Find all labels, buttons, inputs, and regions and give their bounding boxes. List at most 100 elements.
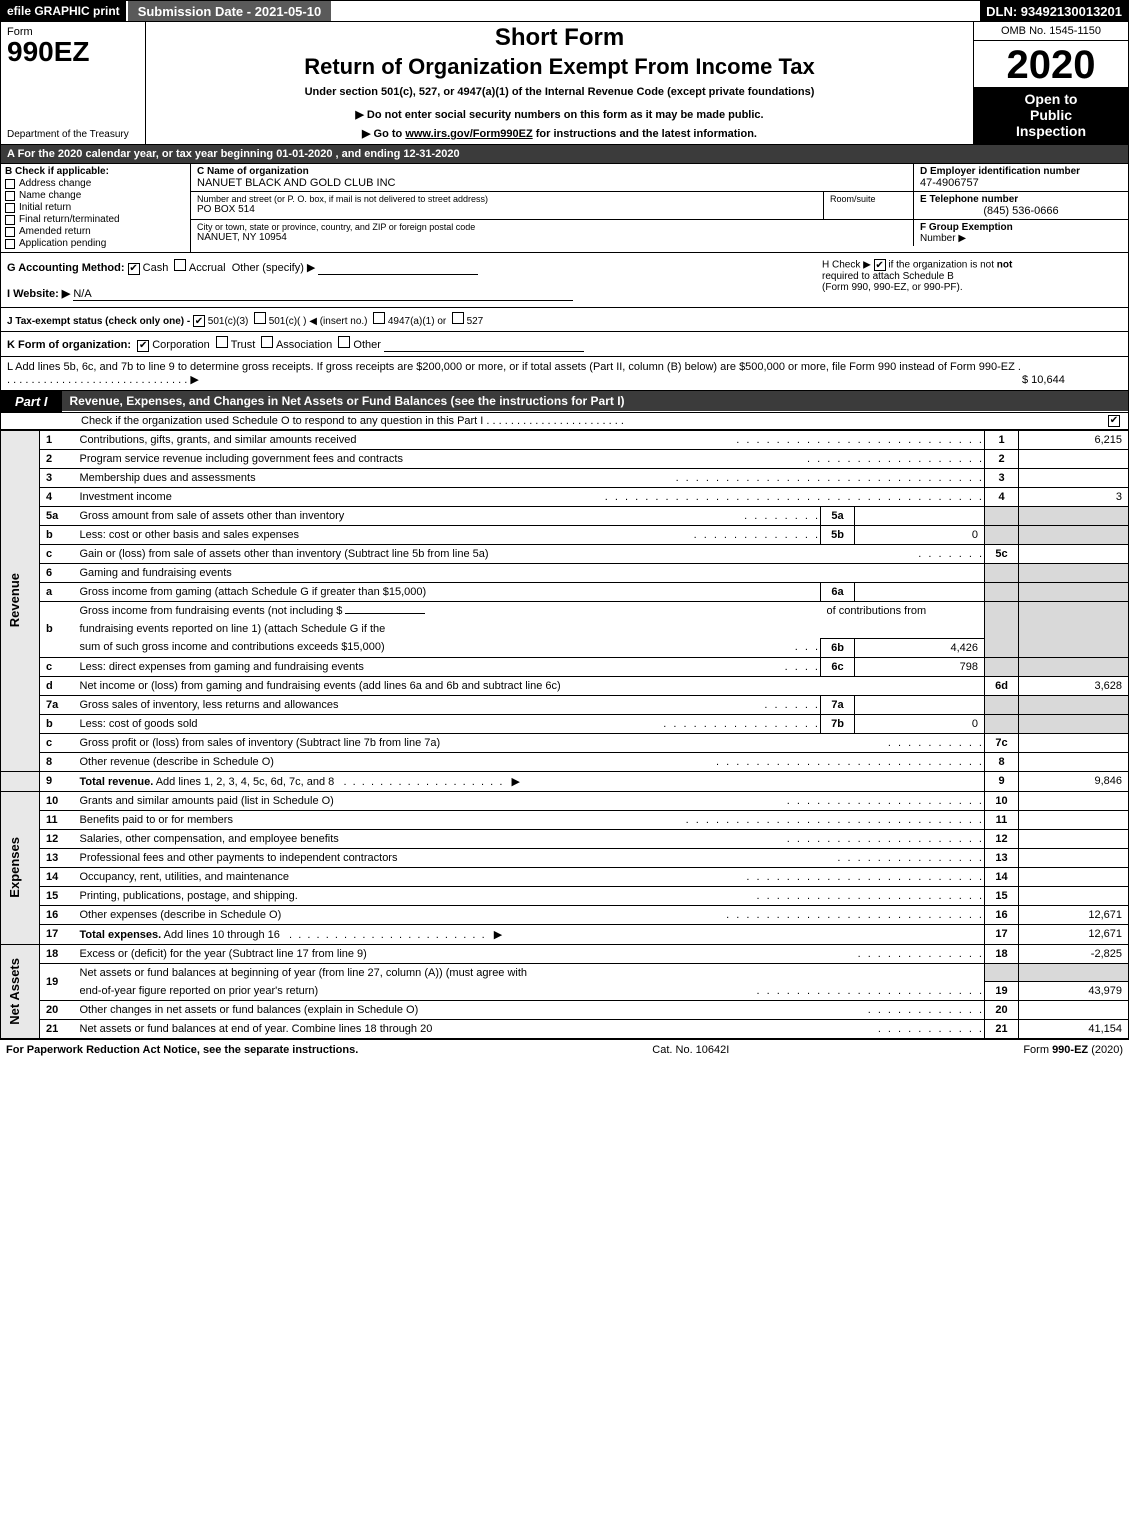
k-other-input[interactable] (384, 340, 584, 352)
part-i-subtitle: Check if the organization used Schedule … (0, 413, 1129, 430)
line-7a: 7a Gross sales of inventory, less return… (1, 695, 1129, 714)
line-1: Revenue 1 Contributions, gifts, grants, … (1, 430, 1129, 449)
row-l: L Add lines 5b, 6c, and 7b to line 9 to … (0, 357, 1129, 391)
do-not-enter-text: ▶ Do not enter social security numbers o… (150, 108, 969, 121)
b-item-0: Address change (19, 178, 91, 189)
department-label: Department of the Treasury (7, 129, 139, 140)
checkbox-4947[interactable] (373, 312, 385, 324)
checkbox-corporation[interactable] (137, 340, 149, 352)
l18-ln: 18 (985, 944, 1019, 963)
l7a-num: 7a (40, 695, 74, 714)
l6a-num: a (40, 582, 74, 601)
header-right: OMB No. 1545-1150 2020 Open to Public In… (973, 22, 1128, 144)
l6b-desc2: of contributions from (821, 601, 985, 620)
page-footer: For Paperwork Reduction Act Notice, see … (0, 1039, 1129, 1060)
l14-num: 14 (40, 867, 74, 886)
l15-num: 15 (40, 886, 74, 905)
return-title: Return of Organization Exempt From Incom… (150, 54, 969, 80)
header-left: Form 990EZ Department of the Treasury (1, 22, 146, 144)
checkbox-amended-return[interactable] (5, 227, 15, 237)
checkbox-schedule-o[interactable] (1108, 415, 1120, 427)
line-19-1: 19 Net assets or fund balances at beginn… (1, 963, 1129, 982)
line-10: Expenses 10 Grants and similar amounts p… (1, 791, 1129, 810)
line-6b-3: sum of such gross income and contributio… (1, 638, 1129, 657)
l6a-ln-shade (985, 582, 1019, 601)
line-6a: a Gross income from gaming (attach Sched… (1, 582, 1129, 601)
l3-desc: Membership dues and assessments (80, 472, 260, 484)
checkbox-cash[interactable] (128, 263, 140, 275)
l3-ln: 3 (985, 468, 1019, 487)
l2-ln: 2 (985, 449, 1019, 468)
l6b-blank[interactable] (345, 613, 425, 614)
checkbox-name-change[interactable] (5, 191, 15, 201)
l6a-desc: Gross income from gaming (attach Schedul… (80, 586, 431, 598)
l5a-num: 5a (40, 506, 74, 525)
l13-desc: Professional fees and other payments to … (80, 852, 402, 864)
row-a-tax-year: A For the 2020 calendar year, or tax yea… (0, 145, 1129, 164)
goto-link[interactable]: www.irs.gov/Form990EZ (405, 128, 532, 140)
l7a-desc: Gross sales of inventory, less returns a… (80, 699, 343, 711)
footer-right-form: 990-EZ (1052, 1044, 1088, 1056)
l7b-sub: 7b (821, 714, 855, 733)
website-value: N/A (73, 288, 91, 300)
l8-amt (1019, 752, 1129, 771)
l-text: L Add lines 5b, 6c, and 7b to line 9 to … (7, 361, 1022, 386)
column-e: E Telephone number (845) 536-0666 (913, 192, 1128, 219)
h-pre: H Check ▶ (822, 260, 874, 271)
checkbox-application-pending[interactable] (5, 239, 15, 249)
line-17: 17 Total expenses. Add lines 10 through … (1, 924, 1129, 944)
c-label: C Name of organization (197, 166, 907, 177)
l21-amt: 41,154 (1019, 1020, 1129, 1039)
line-5c: c Gain or (loss) from sale of assets oth… (1, 544, 1129, 563)
l5a-sub: 5a (821, 506, 855, 525)
checkbox-address-change[interactable] (5, 179, 15, 189)
l7c-ln: 7c (985, 733, 1019, 752)
checkbox-accrual[interactable] (174, 259, 186, 271)
line-6b-1: b Gross income from fundraising events (… (1, 601, 1129, 620)
line-2: 2 Program service revenue including gove… (1, 449, 1129, 468)
h-post: if the organization is not (886, 260, 994, 271)
line-3: 3 Membership dues and assessments. . . .… (1, 468, 1129, 487)
part-i-header: Part I Revenue, Expenses, and Changes in… (0, 391, 1129, 413)
under-section-text: Under section 501(c), 527, or 4947(a)(1)… (150, 86, 969, 98)
l6b-ln-shade (985, 601, 1019, 657)
l5b-sval: 0 (855, 525, 985, 544)
g-other-input[interactable] (318, 263, 478, 275)
l7c-desc: Gross profit or (loss) from sales of inv… (80, 737, 445, 749)
checkbox-501c[interactable] (254, 312, 266, 324)
l19-amt: 43,979 (1019, 982, 1129, 1001)
l4-num: 4 (40, 487, 74, 506)
revenue-side-label: Revenue (7, 573, 33, 627)
checkbox-final-return[interactable] (5, 215, 15, 225)
line-15: 15 Printing, publications, postage, and … (1, 886, 1129, 905)
b-item-4: Amended return (19, 226, 91, 237)
l19-ln-shade (985, 963, 1019, 982)
l18-num: 18 (40, 944, 74, 963)
l19-desc2: end-of-year figure reported on prior yea… (80, 985, 323, 997)
l15-ln: 15 (985, 886, 1019, 905)
checkbox-501c3[interactable] (193, 315, 205, 327)
line-6d: d Net income or (loss) from gaming and f… (1, 676, 1129, 695)
checkbox-association[interactable] (261, 336, 273, 348)
expenses-side-label: Expenses (7, 837, 33, 898)
part-i-subtitle-text: Check if the organization used Schedule … (81, 415, 624, 427)
l6-num: 6 (40, 563, 74, 582)
checkbox-trust[interactable] (216, 336, 228, 348)
line-13: 13 Professional fees and other payments … (1, 848, 1129, 867)
l5a-amt-shade (1019, 506, 1129, 525)
h-line2: required to attach Schedule B (822, 271, 954, 282)
column-c: C Name of organization NANUET BLACK AND … (191, 164, 913, 191)
b-item-5: Application pending (19, 238, 106, 249)
checkbox-other[interactable] (338, 336, 350, 348)
dln-number: DLN: 93492130013201 (980, 1, 1128, 21)
l6a-amt-shade (1019, 582, 1129, 601)
checkbox-h[interactable] (874, 259, 886, 271)
checkbox-527[interactable] (452, 312, 464, 324)
l6b-desc1: Gross income from fundraising events (no… (80, 605, 343, 617)
k-corp: Corporation (152, 339, 209, 351)
address-value: PO BOX 514 (197, 204, 817, 215)
l15-amt (1019, 886, 1129, 905)
header-middle: Short Form Return of Organization Exempt… (146, 22, 973, 144)
checkbox-initial-return[interactable] (5, 203, 15, 213)
l13-ln: 13 (985, 848, 1019, 867)
